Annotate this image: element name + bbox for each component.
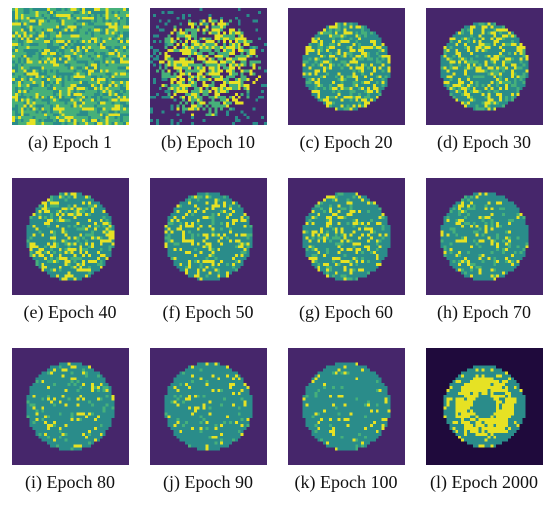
panel-c: (c) Epoch 20 [281,8,411,153]
heatmap-canvas [149,178,267,295]
heatmap-image [287,8,405,125]
panel-caption: (d) Epoch 30 [437,132,531,152]
panel-caption: (f) Epoch 50 [162,302,254,322]
panel-caption: (b) Epoch 10 [161,132,255,152]
heatmap-image [149,348,267,465]
heatmap-image [425,348,543,465]
panel-caption: (g) Epoch 60 [299,302,393,322]
heatmap-image [425,8,543,125]
panel-caption: (h) Epoch 70 [437,302,531,322]
panel-caption: (l) Epoch 2000 [430,472,538,492]
heatmap-image [11,8,129,125]
heatmap-image [287,178,405,295]
heatmap-canvas [11,8,129,125]
heatmap-image [11,178,129,295]
panel-caption: (a) Epoch 1 [28,132,112,152]
heatmap-canvas [425,348,543,465]
heatmap-canvas [425,178,543,295]
heatmap-image [149,8,267,125]
heatmap-canvas [287,178,405,295]
heatmap-image [11,348,129,465]
panel-a: (a) Epoch 1 [5,8,135,153]
heatmap-canvas [287,8,405,125]
panel-g: (g) Epoch 60 [281,178,411,323]
heatmap-canvas [11,178,129,295]
heatmap-image [149,178,267,295]
heatmap-image [425,178,543,295]
heatmap-canvas [149,8,267,125]
heatmap-canvas [287,348,405,465]
panel-l: (l) Epoch 2000 [419,348,549,493]
panel-caption: (i) Epoch 80 [25,472,115,492]
panel-e: (e) Epoch 40 [5,178,135,323]
panel-caption: (e) Epoch 40 [23,302,117,322]
panel-d: (d) Epoch 30 [419,8,549,153]
heatmap-image [287,348,405,465]
heatmap-canvas [149,348,267,465]
panel-i: (i) Epoch 80 [5,348,135,493]
panel-k: (k) Epoch 100 [281,348,411,493]
panel-f: (f) Epoch 50 [143,178,273,323]
panel-b: (b) Epoch 10 [143,8,273,153]
panel-j: (j) Epoch 90 [143,348,273,493]
panel-caption: (k) Epoch 100 [294,472,398,492]
panel-caption: (c) Epoch 20 [299,132,393,152]
heatmap-canvas [425,8,543,125]
panel-h: (h) Epoch 70 [419,178,549,323]
panel-caption: (j) Epoch 90 [163,472,253,492]
heatmap-canvas [11,348,129,465]
